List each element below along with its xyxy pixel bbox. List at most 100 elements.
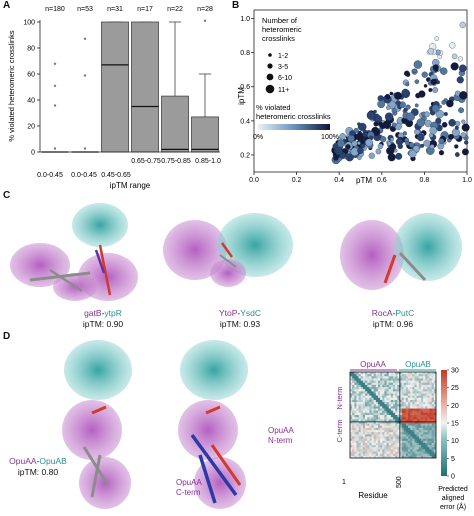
caption-protein2: PutC bbox=[395, 308, 415, 318]
pae-cell bbox=[425, 376, 428, 379]
pae-cell bbox=[393, 376, 396, 379]
pae-cell bbox=[423, 410, 426, 414]
pae-cell bbox=[412, 447, 415, 450]
pae-cell bbox=[377, 395, 381, 399]
pae-cell bbox=[375, 432, 379, 435]
pae-cell bbox=[354, 434, 357, 437]
pae-cell bbox=[390, 419, 394, 422]
pae-cell bbox=[373, 415, 377, 418]
pae-cell bbox=[427, 432, 430, 435]
pae-cell bbox=[380, 421, 383, 424]
pae-cell bbox=[431, 378, 435, 381]
pae-cell bbox=[405, 374, 409, 377]
pae-cell bbox=[399, 436, 402, 439]
scatter-point bbox=[387, 141, 392, 146]
pae-cell bbox=[388, 406, 392, 409]
scatter-point bbox=[405, 72, 411, 77]
pae-cell bbox=[399, 399, 402, 403]
structures-d bbox=[62, 340, 248, 509]
pae-cell bbox=[418, 427, 422, 431]
pae-cell bbox=[414, 430, 417, 433]
pae-cell bbox=[377, 410, 381, 414]
pae-cell bbox=[429, 393, 432, 396]
pae-cell bbox=[354, 455, 357, 459]
pae-cell bbox=[373, 408, 377, 411]
pae-cell bbox=[380, 438, 383, 442]
pae-cell bbox=[425, 445, 428, 448]
pae-cell bbox=[403, 378, 407, 381]
scatter-point bbox=[390, 137, 394, 142]
pae-cell bbox=[427, 410, 430, 414]
pae-cell bbox=[384, 404, 387, 407]
pae-cell bbox=[418, 374, 422, 377]
pae-cell bbox=[373, 447, 377, 450]
pae-cell bbox=[362, 406, 366, 409]
pae-cell bbox=[369, 423, 372, 427]
pae-cell bbox=[354, 415, 357, 418]
pae-cell bbox=[423, 382, 426, 386]
scatter-point bbox=[334, 147, 343, 156]
pae-cell bbox=[410, 412, 413, 416]
pae-cell bbox=[429, 423, 432, 427]
pae-cell bbox=[412, 410, 415, 414]
pae-cell bbox=[405, 432, 409, 435]
pae-cell bbox=[365, 387, 368, 390]
pae-cell bbox=[375, 442, 379, 446]
pae-cell bbox=[377, 417, 381, 420]
pae-cell bbox=[423, 427, 426, 431]
pae-cell bbox=[352, 425, 355, 429]
pae-cell bbox=[356, 449, 359, 452]
pae-cell bbox=[386, 455, 389, 459]
pae-cell bbox=[375, 399, 379, 403]
pae-cell bbox=[365, 408, 368, 411]
scatter-point bbox=[450, 62, 459, 71]
pae-cell bbox=[352, 427, 355, 431]
pae-cell bbox=[388, 408, 392, 411]
pae-cell bbox=[365, 384, 368, 388]
pae-cell bbox=[429, 432, 432, 435]
pae-cell bbox=[354, 391, 357, 394]
pae-cell bbox=[350, 389, 353, 392]
pae-cell bbox=[401, 412, 405, 416]
pae-cell bbox=[410, 445, 413, 448]
pae-cell bbox=[395, 423, 398, 427]
pae-cell bbox=[356, 430, 359, 433]
pae-cell bbox=[354, 404, 357, 407]
pae-cell bbox=[377, 423, 381, 427]
pae-cell bbox=[369, 412, 372, 416]
scatter-point bbox=[389, 91, 394, 96]
legend-size-dot-2 bbox=[267, 63, 273, 69]
pae-cell bbox=[356, 402, 359, 405]
pae-cell bbox=[416, 404, 420, 407]
scatter-xtick-label: 1.0 bbox=[462, 177, 472, 184]
pae-cell bbox=[382, 376, 385, 379]
pae-cell bbox=[384, 447, 387, 450]
boxplot-count-label: n=17 bbox=[137, 6, 153, 13]
boxplot-ytick-label: 100 bbox=[23, 20, 35, 27]
pae-cell bbox=[380, 412, 383, 416]
pae-cell bbox=[431, 453, 435, 457]
pae-cell bbox=[393, 395, 396, 399]
pae-cell bbox=[360, 417, 364, 420]
pae-cell bbox=[405, 436, 409, 439]
pae-cell bbox=[382, 387, 385, 390]
pae-cell bbox=[393, 408, 396, 411]
pae-cell bbox=[395, 387, 398, 390]
pae-cell bbox=[397, 442, 400, 446]
scatter-point bbox=[339, 133, 346, 140]
pae-cell bbox=[425, 453, 428, 457]
pae-cell bbox=[365, 449, 368, 452]
pae-cell bbox=[375, 382, 379, 386]
pae-cell bbox=[354, 427, 357, 431]
scatter-point bbox=[423, 111, 430, 118]
pae-cell bbox=[393, 419, 396, 422]
pae-cell bbox=[429, 436, 432, 439]
pae-cell bbox=[418, 393, 422, 396]
pae-cell bbox=[371, 449, 374, 452]
pae-cell bbox=[358, 432, 362, 435]
pae-cell bbox=[418, 391, 422, 394]
pae-cell bbox=[431, 440, 435, 444]
pae-cell bbox=[388, 449, 392, 452]
pae-cell bbox=[365, 389, 368, 392]
pae-cell bbox=[388, 438, 392, 442]
